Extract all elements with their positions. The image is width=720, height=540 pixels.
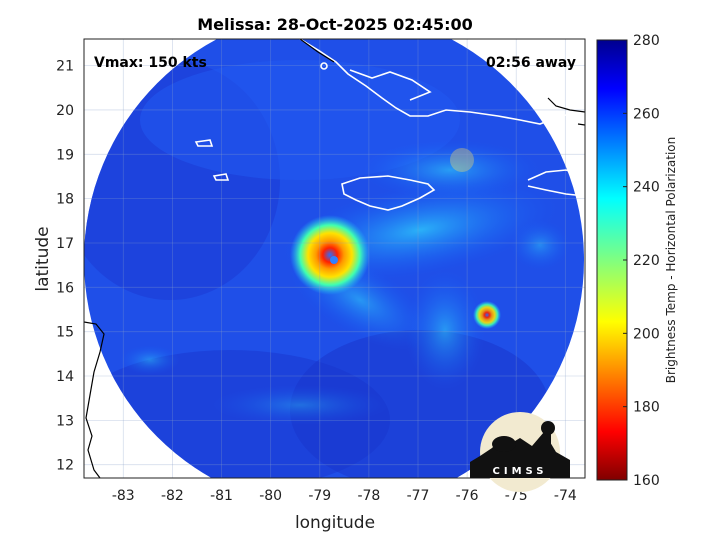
x-tick-label: -76 [456,488,479,504]
x-tick-label: -75 [505,488,528,504]
y-tick-label: 19 [56,147,74,163]
x-tick-label: -77 [407,488,430,504]
colorbar-tick-label: 260 [633,106,660,122]
x-tick-label: -83 [112,488,135,504]
x-axis-label: longitude [295,513,375,533]
x-tick-label: -74 [554,488,577,504]
colorbar-tick-label: 200 [633,326,660,342]
y-tick-label: 15 [56,325,74,341]
y-tick-label: 13 [56,413,74,429]
coastlines [194,39,585,211]
y-axis-label: latitude [33,226,53,291]
y-tick-labels: 12 13 14 15 16 17 18 19 20 21 [56,59,74,474]
colorbar-tick-label: 220 [633,253,660,269]
time-away-annotation: 02:56 away [486,55,576,71]
colorbar-tick-label: 280 [633,33,660,49]
colorbar-tick-label: 160 [633,473,660,489]
logo-text: CIMSS [493,466,548,477]
y-tick-label: 21 [56,59,74,75]
y-tick-label: 14 [56,369,74,385]
x-tick-labels: -83 -82 -81 -80 -79 -78 -77 -76 -75 -74 [112,488,577,504]
x-tick-label: -82 [161,488,184,504]
colorbar-tick-labels: 280 260 240 220 200 180 160 [623,33,660,489]
vmax-annotation: Vmax: 150 kts [94,55,207,71]
x-tick-label: -81 [210,488,233,504]
chart-title: Melissa: 28-Oct-2025 02:45:00 [197,15,473,34]
coastlines-black [84,39,585,478]
x-tick-label: -80 [259,488,282,504]
y-tick-label: 17 [56,236,74,252]
colorbar: 280 260 240 220 200 180 160 Brightness Temp - … [596,33,678,489]
colorbar-tick-label: 240 [633,180,660,196]
y-tick-label: 20 [56,103,74,119]
y-tick-label: 12 [56,458,74,474]
y-tick-label: 18 [56,192,74,208]
y-tick-label: 16 [56,280,74,296]
plot-area [83,38,586,479]
brightness-temp-swath [84,39,584,478]
x-tick-label: -79 [308,488,331,504]
x-tick-label: -78 [357,488,380,504]
cimss-logo: CIMSS [470,412,570,492]
colorbar-label: Brightness Temp - Horizontal Polarizatio… [664,137,678,384]
colorbar-tick-label: 180 [633,400,660,416]
